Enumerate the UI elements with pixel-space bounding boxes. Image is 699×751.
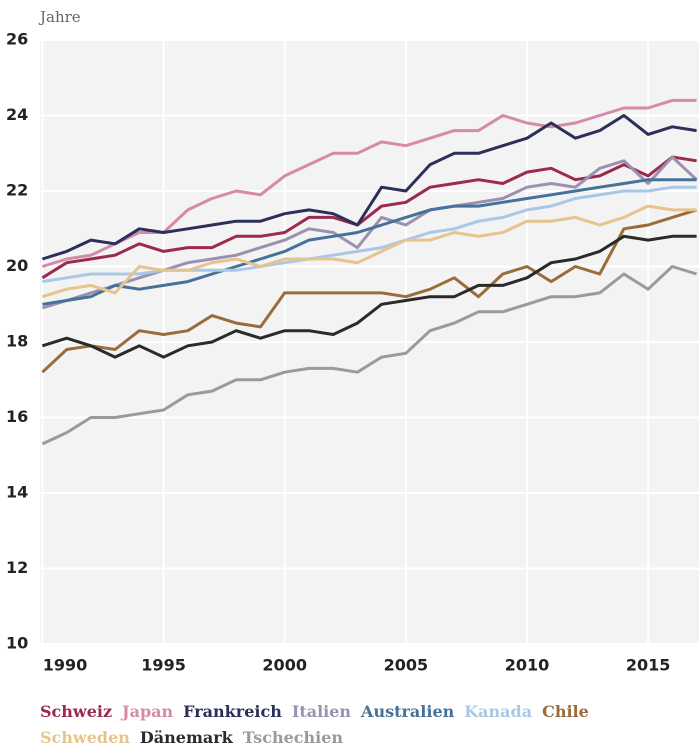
x-tick-label: 2005 bbox=[384, 656, 429, 675]
series-line bbox=[41, 265, 698, 446]
y-tick-label: 12 bbox=[6, 558, 28, 577]
legend-entry: Japan bbox=[122, 702, 174, 721]
x-tick-label: 2000 bbox=[262, 656, 307, 675]
series-line bbox=[41, 98, 697, 268]
x-tick-label: 2015 bbox=[626, 656, 671, 675]
series-line bbox=[41, 208, 698, 374]
y-tick-label: 22 bbox=[6, 181, 28, 200]
legend-entry: Australien bbox=[361, 702, 455, 721]
y-tick-label: 10 bbox=[6, 634, 28, 653]
legend-entry: Italien bbox=[291, 702, 352, 721]
y-axis-label: Jahre bbox=[38, 8, 81, 26]
series-line bbox=[41, 204, 697, 299]
legend-entry: Schweden bbox=[40, 728, 130, 747]
x-tick-label: 1990 bbox=[43, 656, 88, 675]
chart: Jahre 10 12 14 16 18 20 22 24 26 1990 1995 2000 2005… bbox=[6, 8, 699, 675]
legend-entry: Tschechien bbox=[242, 728, 344, 747]
legend: Schweiz Japan Frankreich Italien Australien K… bbox=[40, 700, 680, 750]
legend-entry: Schweiz bbox=[40, 702, 113, 721]
y-tick-label: 26 bbox=[6, 30, 28, 49]
y-tick-label: 16 bbox=[6, 407, 28, 426]
series-line bbox=[41, 234, 697, 359]
series-line bbox=[42, 185, 697, 284]
y-tick-label: 14 bbox=[6, 483, 28, 502]
x-tick-label: 2010 bbox=[505, 656, 550, 675]
y-tick-label: 18 bbox=[6, 332, 28, 351]
series-line bbox=[42, 178, 697, 306]
legend-entry: Dänemark bbox=[139, 728, 233, 747]
series-line bbox=[41, 114, 697, 261]
legend-entry: Chile bbox=[542, 702, 589, 721]
series-line bbox=[41, 155, 698, 310]
legend-entry: Kanada bbox=[464, 702, 533, 721]
x-tick-label: 1995 bbox=[141, 656, 186, 675]
legend-entry: Frankreich bbox=[183, 702, 282, 721]
y-tick-label: 20 bbox=[6, 256, 28, 275]
y-tick-label: 24 bbox=[6, 105, 28, 124]
